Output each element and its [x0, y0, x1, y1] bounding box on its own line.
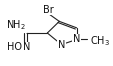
Text: N: N [57, 40, 65, 50]
Text: Br: Br [43, 5, 53, 15]
Text: N: N [72, 34, 80, 44]
Text: HO: HO [7, 42, 22, 52]
Text: NH$_2$: NH$_2$ [6, 18, 26, 32]
Text: N: N [23, 42, 30, 52]
Text: CH$_3$: CH$_3$ [89, 34, 109, 48]
